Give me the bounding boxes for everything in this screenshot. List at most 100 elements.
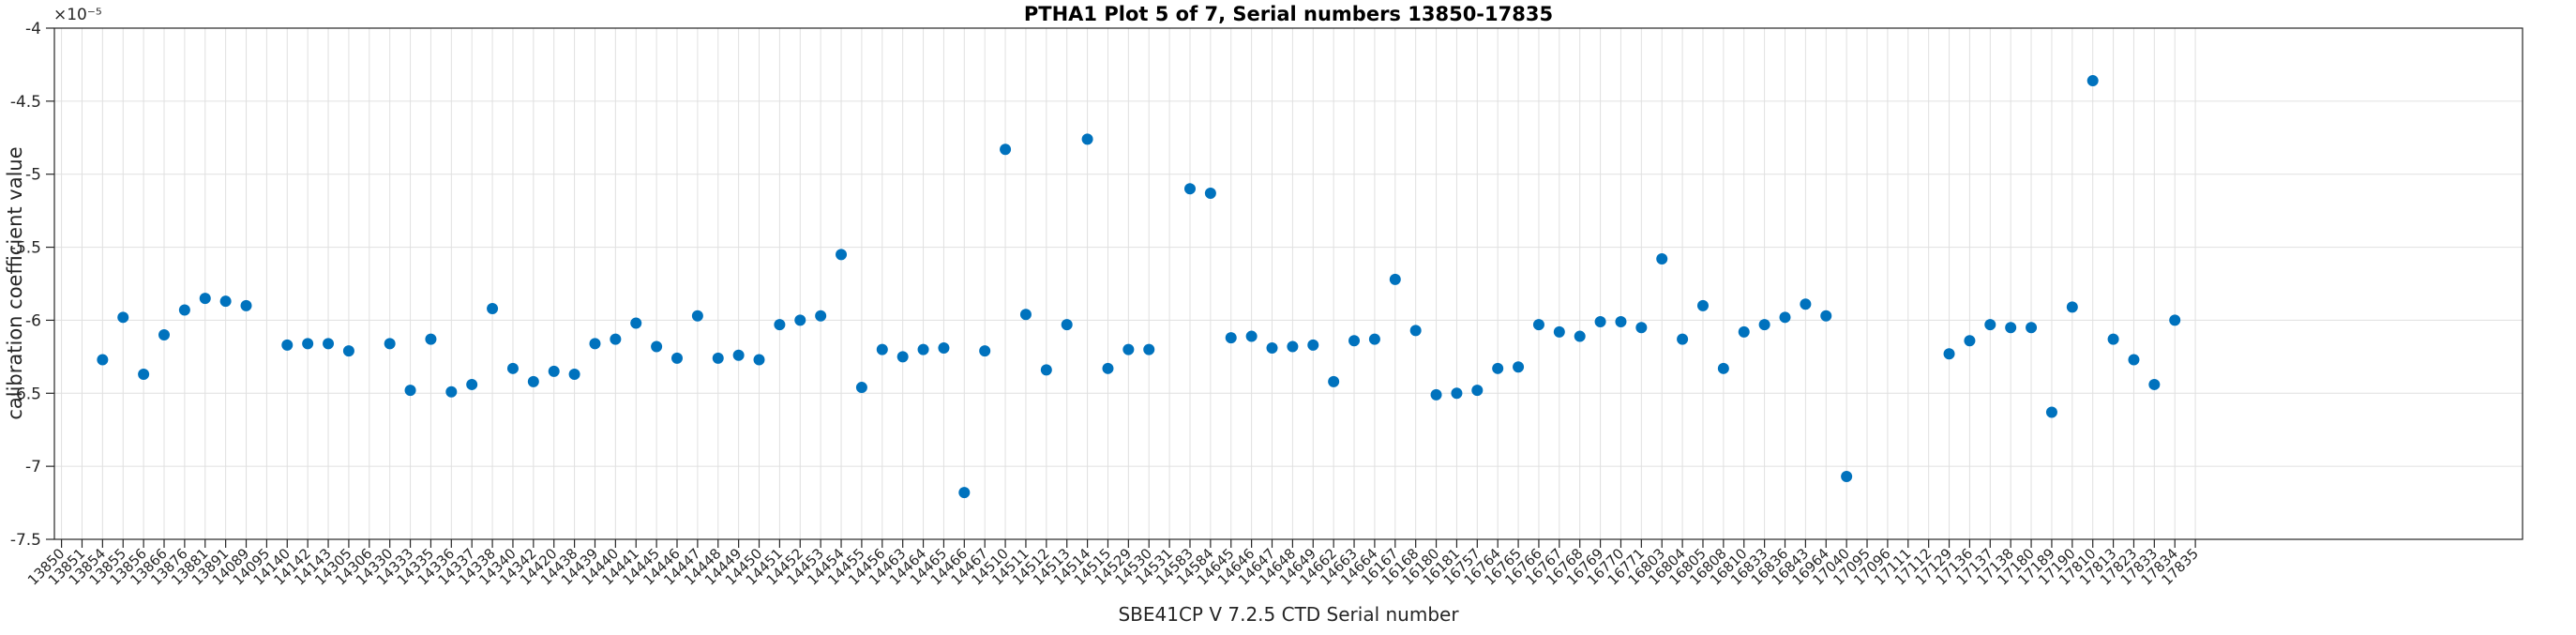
data-point — [670, 352, 683, 364]
data-point — [1183, 183, 1196, 195]
data-point — [240, 299, 252, 311]
data-point — [281, 339, 294, 351]
data-point — [1800, 298, 1812, 310]
data-point — [2086, 75, 2099, 87]
data-point — [2066, 301, 2078, 313]
data-point — [1615, 315, 1627, 327]
data-point — [1328, 375, 1340, 387]
data-point — [1943, 348, 1955, 360]
data-point — [548, 365, 560, 377]
data-point — [1964, 335, 1976, 347]
data-point — [855, 382, 867, 394]
axes-box — [53, 27, 2523, 540]
y-axis-offset-label: ×10⁻⁵ — [53, 6, 102, 24]
data-point — [2107, 333, 2119, 345]
data-point — [199, 293, 211, 305]
data-point — [1696, 299, 1709, 311]
data-point — [896, 351, 909, 363]
data-point — [1348, 335, 1361, 347]
data-point — [1000, 144, 1012, 156]
data-point — [1635, 322, 1648, 334]
y-tick-label: -6.5 — [10, 385, 41, 403]
data-point — [753, 354, 765, 366]
data-point — [1841, 471, 1853, 483]
data-point — [1656, 253, 1668, 265]
data-point — [589, 338, 601, 350]
y-axis-label: calibration coefficient value — [4, 146, 26, 420]
data-point — [1143, 343, 1155, 355]
data-point — [774, 319, 786, 331]
data-point — [302, 338, 314, 350]
data-point — [610, 333, 622, 345]
data-point — [2005, 322, 2017, 334]
data-point — [1594, 315, 1606, 327]
data-point — [1532, 319, 1544, 331]
data-point — [404, 385, 416, 397]
data-point — [712, 352, 724, 364]
data-point — [1245, 330, 1258, 342]
data-point — [178, 304, 190, 316]
data-point — [1471, 385, 1484, 397]
data-point — [97, 354, 109, 366]
data-point — [2148, 378, 2161, 390]
data-point — [938, 342, 950, 355]
y-tick-label: -6 — [25, 311, 41, 330]
y-tick-label: -7.5 — [10, 531, 41, 550]
data-point — [1061, 319, 1073, 331]
data-point — [1984, 319, 1996, 331]
data-point — [815, 310, 827, 322]
y-tick-label: -4.5 — [10, 93, 41, 112]
data-point — [958, 487, 971, 499]
data-point — [1738, 325, 1750, 338]
data-point — [323, 338, 335, 350]
data-point — [1225, 332, 1237, 344]
data-point — [466, 378, 478, 390]
data-point — [487, 302, 499, 314]
data-point — [2045, 406, 2057, 418]
data-point — [138, 369, 150, 381]
data-point — [384, 338, 396, 350]
data-point — [1019, 309, 1032, 321]
data-point — [219, 295, 232, 308]
data-point — [651, 340, 663, 353]
y-tick-label: -4 — [25, 20, 41, 38]
data-point — [342, 345, 354, 357]
data-point — [1430, 388, 1442, 401]
data-point — [425, 333, 437, 345]
data-point — [1040, 364, 1052, 376]
data-point — [1368, 333, 1380, 345]
data-point — [691, 310, 703, 322]
data-point — [1492, 362, 1504, 374]
data-point — [2026, 322, 2038, 334]
data-point — [1204, 187, 1216, 199]
data-point — [1122, 343, 1135, 355]
data-point — [1102, 362, 1114, 374]
data-point — [1307, 339, 1319, 351]
data-point — [1513, 361, 1525, 373]
data-point — [117, 311, 129, 324]
data-point — [1717, 362, 1729, 374]
y-tick-label: -5.5 — [10, 239, 41, 258]
data-point — [1266, 342, 1278, 355]
data-point — [1820, 310, 1832, 322]
y-tick-label: -5 — [25, 166, 41, 185]
data-point — [1574, 330, 1586, 342]
data-point — [979, 345, 991, 357]
data-point — [1451, 387, 1463, 400]
data-point — [794, 314, 806, 326]
data-point — [527, 375, 539, 387]
y-tick-label: -7 — [25, 458, 41, 476]
data-point — [917, 343, 929, 355]
data-point — [2128, 354, 2140, 366]
data-point — [876, 343, 888, 355]
data-point — [630, 317, 642, 329]
data-point — [568, 369, 580, 381]
data-point — [1081, 133, 1093, 145]
data-point — [836, 249, 848, 261]
data-point — [1409, 325, 1422, 337]
data-point — [2169, 314, 2181, 326]
data-point — [1553, 325, 1565, 338]
data-point — [1287, 340, 1299, 353]
